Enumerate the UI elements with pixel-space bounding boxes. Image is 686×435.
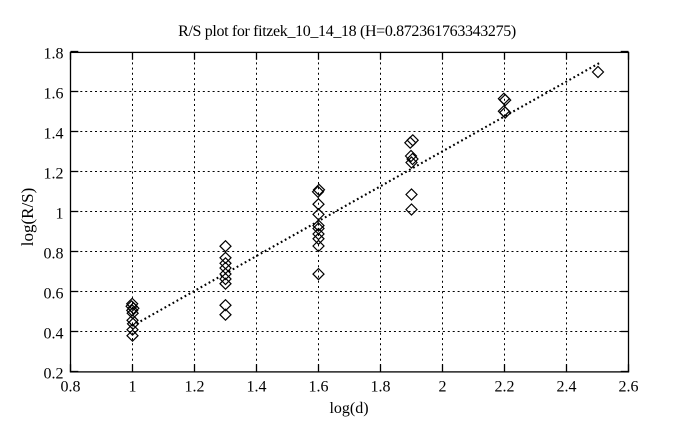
svg-text:2.2: 2.2 — [495, 379, 515, 396]
svg-text:log(d): log(d) — [329, 400, 368, 417]
svg-text:1: 1 — [129, 379, 137, 396]
svg-text:log(R/S): log(R/S) — [18, 188, 37, 247]
svg-text:1.8: 1.8 — [44, 46, 64, 63]
svg-text:0.6: 0.6 — [44, 286, 64, 303]
svg-text:0.4: 0.4 — [44, 326, 64, 343]
svg-text:0.8: 0.8 — [61, 379, 81, 396]
svg-text:1.4: 1.4 — [247, 379, 267, 396]
svg-text:1.6: 1.6 — [44, 86, 64, 103]
svg-text:0.2: 0.2 — [44, 366, 64, 383]
svg-text:2: 2 — [439, 379, 447, 396]
svg-text:1: 1 — [56, 206, 64, 223]
svg-text:2.6: 2.6 — [619, 379, 639, 396]
svg-text:2.4: 2.4 — [557, 379, 577, 396]
svg-text:1.2: 1.2 — [185, 379, 205, 396]
svg-text:1.2: 1.2 — [44, 166, 64, 183]
svg-text:R/S plot for fitzek_10_14_18 (: R/S plot for fitzek_10_14_18 (H=0.872361… — [178, 23, 516, 40]
svg-text:1.4: 1.4 — [44, 126, 64, 143]
svg-text:0.8: 0.8 — [44, 246, 64, 263]
svg-text:1.8: 1.8 — [371, 379, 391, 396]
svg-text:1.6: 1.6 — [309, 379, 329, 396]
